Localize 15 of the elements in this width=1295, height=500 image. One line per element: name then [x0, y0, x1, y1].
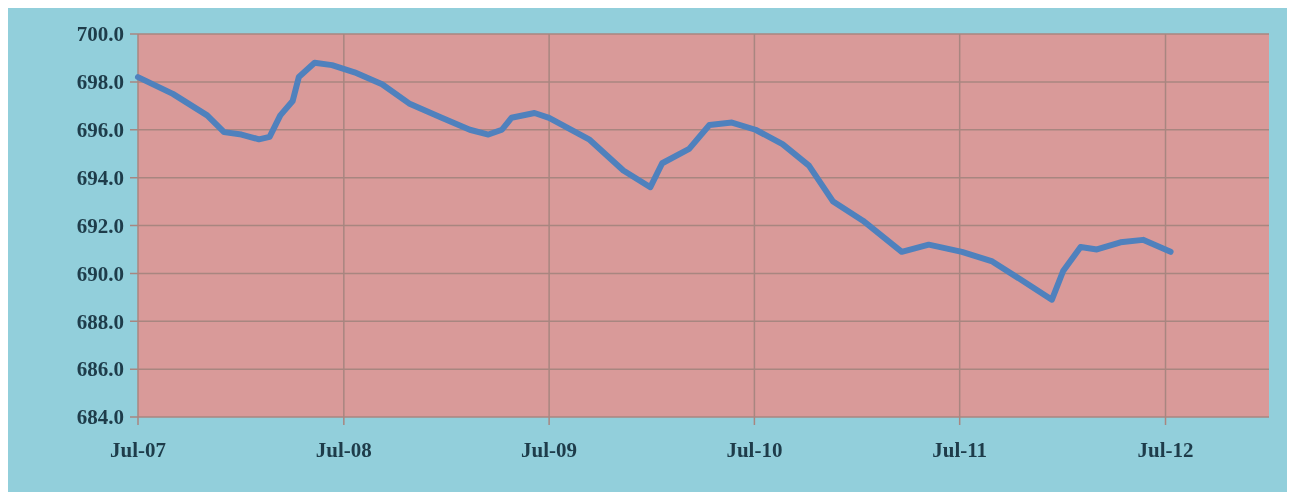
- y-tick-label: 690.0: [76, 261, 124, 286]
- y-tick-label: 686.0: [76, 357, 124, 382]
- y-tick-label: 684.0: [76, 405, 124, 430]
- y-tick-label: 700.0: [76, 22, 124, 47]
- y-tick-label: 696.0: [76, 118, 124, 143]
- x-tick-label: Jul-09: [521, 438, 578, 462]
- x-tick-label: Jul-11: [932, 438, 988, 462]
- x-tick-label: Jul-07: [109, 438, 167, 462]
- y-tick-label: 688.0: [76, 309, 124, 334]
- y-tick-label: 692.0: [76, 213, 124, 238]
- y-tick-label: 694.0: [76, 165, 124, 190]
- x-tick-label: Jul-08: [315, 438, 372, 462]
- x-tick-label: Jul-12: [1137, 438, 1194, 462]
- x-tick-label: Jul-10: [726, 438, 783, 462]
- y-tick-label: 698.0: [76, 70, 124, 95]
